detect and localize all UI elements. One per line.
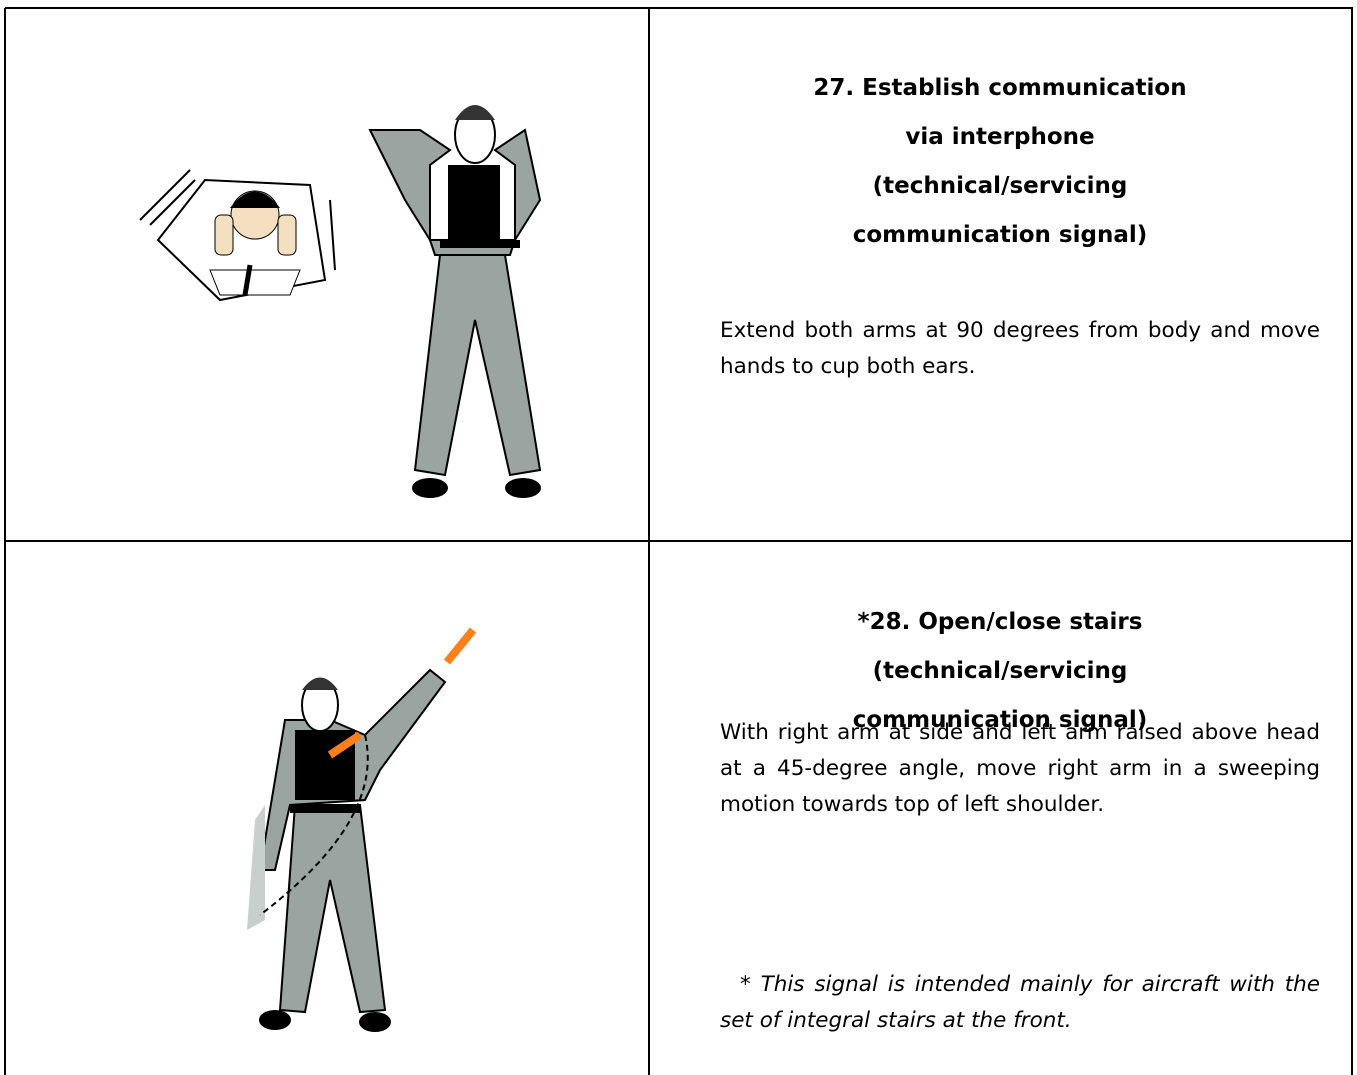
title-line: (technical/servicing: [872, 658, 1128, 684]
title-line: *28. Open/close stairs: [857, 609, 1143, 635]
border: [5, 540, 1353, 542]
signal-description: With right arm at side and left arm rais…: [720, 720, 1320, 817]
title-line: (technical/servicing: [872, 173, 1128, 199]
illustration: [247, 627, 477, 1032]
signal-title: *28. Open/close stairs (technical/servic…: [690, 598, 1310, 745]
illustration: [139, 105, 542, 498]
title-line: communication signal): [852, 222, 1148, 248]
signal-description: Extend both arms at 90 degrees from body…: [720, 318, 1320, 379]
signal-title: 27. Establish communication via interpho…: [690, 64, 1310, 260]
title-line: communication signal): [852, 707, 1148, 733]
title-line: 27. Establish communication: [813, 75, 1187, 101]
signal-note: * This signal is intended mainly for air…: [720, 972, 1320, 1033]
border: [5, 7, 1353, 9]
title-line: via interphone: [905, 124, 1095, 150]
